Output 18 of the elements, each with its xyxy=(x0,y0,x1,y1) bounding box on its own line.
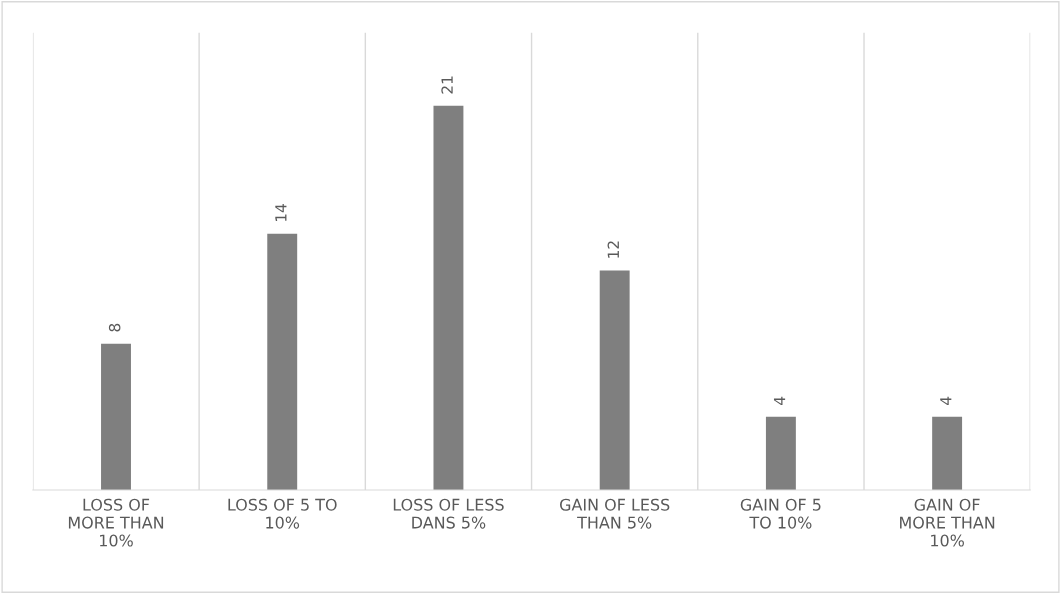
x-tick-label: LOSS OF MORE THAN 10% xyxy=(68,498,164,547)
bar xyxy=(765,416,796,491)
bar xyxy=(599,270,630,491)
data-label: 8 xyxy=(108,323,121,332)
x-tick-label: GAIN OF 5 TO 10% xyxy=(740,498,821,529)
data-label: 4 xyxy=(773,396,786,405)
bar xyxy=(932,416,963,491)
x-tick-label: GAIN OF LESS THAN 5% xyxy=(560,498,670,529)
x-tick-label: GAIN OF MORE THAN 10% xyxy=(900,498,995,547)
x-tick-label: LOSS OF LESS DANS 5% xyxy=(393,498,504,529)
data-label: 12 xyxy=(607,241,619,258)
bar xyxy=(267,233,298,491)
bar xyxy=(101,343,131,491)
x-tick-label: LOSS OF 5 TO 10% xyxy=(228,498,337,529)
data-label: 4 xyxy=(940,396,952,405)
bar xyxy=(433,105,464,491)
data-label: 21 xyxy=(441,76,453,94)
data-label: 14 xyxy=(275,204,287,222)
